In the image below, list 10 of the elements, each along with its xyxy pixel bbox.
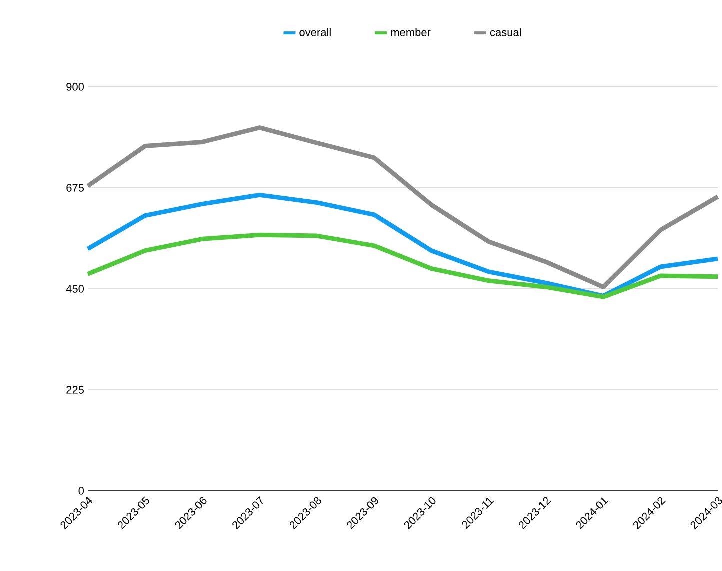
y-tick-label: 0	[78, 487, 84, 495]
legend-label: overall	[300, 28, 331, 36]
legend-label: member	[391, 28, 431, 36]
y-tick-label: 450	[66, 285, 84, 293]
y-tick-label: 225	[66, 386, 84, 394]
legend-label: casual	[490, 28, 522, 36]
y-tick-label: 900	[66, 83, 84, 91]
line-series	[86, 232, 720, 300]
y-tick-label: 675	[66, 184, 84, 192]
line-series	[86, 126, 720, 290]
